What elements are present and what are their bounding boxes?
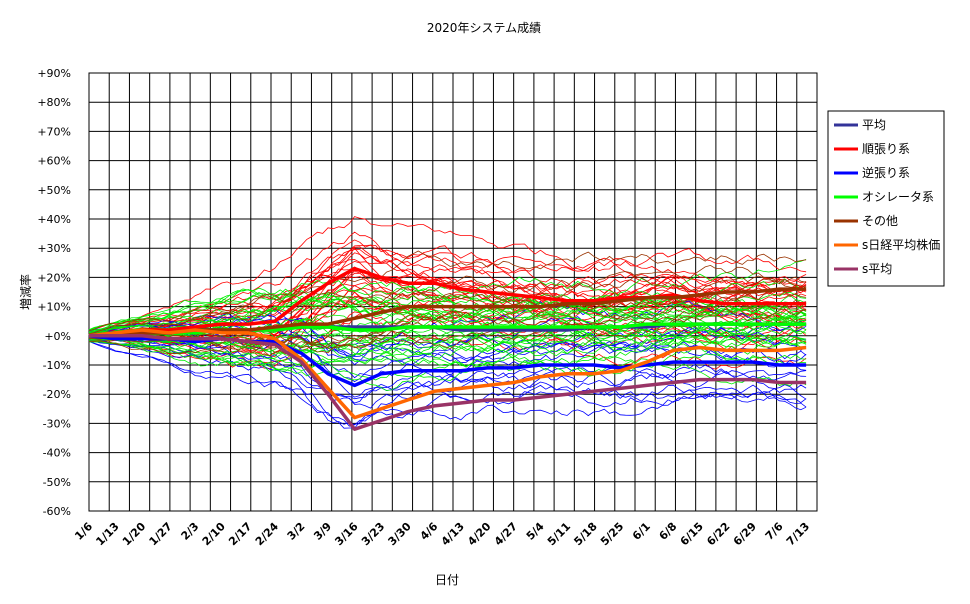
legend-label: 逆張り系 [862,165,910,180]
x-tick-label: 3/30 [386,520,415,549]
x-tick-label: 5/11 [545,520,573,548]
system-line [88,305,807,338]
x-tick-label: 6/29 [731,520,759,548]
y-tick-label: +60% [37,155,71,168]
x-axis-ticks: 1/61/131/201/27 2/32/102/172/24 3/2 3/93/16… [72,520,812,549]
legend-label: その他 [862,214,898,228]
x-tick-label: 3/16 [332,520,361,549]
y-tick-label: +90% [37,67,71,80]
system-line [88,252,807,335]
system-line [88,340,807,392]
system-line [88,250,807,332]
x-tick-label: 6/15 [678,520,706,548]
x-tick-label: 1/13 [93,520,121,548]
y-axis-ticks: +90% +80% +70% +60% +50% +40% +30% +20% +10% +0% -… [37,67,71,518]
series-line [89,334,807,431]
y-tick-label: +0% [44,330,71,343]
system-line [88,286,807,331]
y-tick-label: -20% [43,388,71,401]
system-line [89,335,807,382]
y-tick-label: -40% [43,447,71,460]
y-tick-label: +70% [37,125,71,138]
legend-label: s平均 [862,262,892,276]
y-tick-label: +50% [37,184,71,197]
chart-title: 2020年システム成績 [427,21,541,35]
legend-label: オシレータ系 [862,190,934,204]
system-line [88,302,807,360]
x-axis-title: 日付 [435,573,459,587]
x-tick-label: 4/20 [465,520,494,549]
system-line [88,287,807,331]
y-tick-label: -30% [43,417,71,430]
x-tick-label: 3/23 [359,520,387,548]
system-line [88,335,807,398]
x-tick-label: 6/8 [657,520,680,543]
x-tick-label: 2/3 [178,520,201,543]
y-tick-label: -10% [43,359,71,372]
y-tick-label: +80% [37,96,71,109]
y-tick-label: -50% [43,476,71,489]
x-tick-label: 7/6 [763,520,786,543]
x-tick-label: 1/6 [72,520,95,543]
system-line [88,340,807,387]
system-line [89,341,807,369]
system-line [88,339,807,411]
x-tick-label: 4/27 [492,520,520,548]
x-tick-label: 2/10 [200,520,229,549]
system-line [89,308,807,357]
x-tick-label: 1/20 [120,520,149,549]
system-line [88,312,807,366]
x-tick-label: 6/1 [630,520,653,543]
legend-label: 平均 [862,118,886,132]
legend-label: 順張り系 [862,142,910,156]
system-line [88,326,807,365]
series-line [88,328,807,420]
legend-label: s日経平均株価 [862,237,940,252]
y-tick-label: +20% [37,271,71,284]
y-tick-label: -60% [43,505,71,518]
x-tick-label: 5/18 [571,520,599,548]
series-lines [88,266,807,431]
system-line [88,264,807,336]
system-line [88,314,807,354]
y-tick-label: +40% [37,213,71,226]
system-line [88,231,807,334]
x-tick-label: 6/22 [704,520,732,548]
x-tick-label: 4/6 [418,520,441,543]
system-line [88,341,807,429]
system-line [88,296,807,350]
x-tick-label: 3/9 [311,520,334,543]
x-tick-label: 3/2 [285,520,308,543]
y-tick-label: +30% [37,242,71,255]
y-tick-label: +10% [37,301,71,314]
x-tick-label: 5/25 [598,520,626,548]
system-line [88,271,807,335]
x-tick-label: 5/4 [524,520,547,543]
x-tick-label: 7/13 [784,520,812,548]
x-tick-label: 4/13 [439,520,467,548]
y-axis-title: 増減率 [18,274,33,310]
x-tick-label: 2/17 [226,520,254,548]
system-line [88,216,807,331]
system-line [88,294,807,333]
x-tick-label: 2/24 [253,520,282,549]
x-tick-label: 1/27 [147,520,175,548]
system-line [88,279,807,332]
